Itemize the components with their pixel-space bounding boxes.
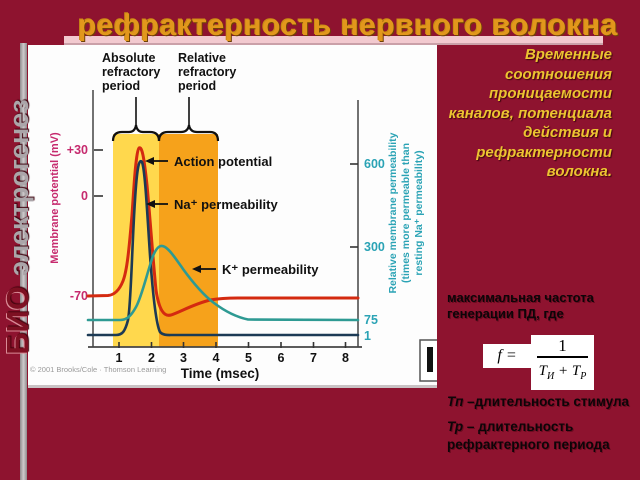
x-tick-3: 3	[180, 351, 187, 365]
k-permeability-label: K⁺ permeability	[222, 262, 319, 277]
freq-note-line: максимальная частота	[447, 290, 594, 305]
relative-refractory-band	[159, 134, 218, 347]
definition-tr-line2: рефрактерного периода	[447, 437, 610, 452]
right-tick-300: 300	[364, 240, 385, 254]
formula-fraction: 1 TИ + TР	[531, 335, 594, 390]
x-tick-5: 5	[245, 351, 252, 365]
x-tick-4: 4	[213, 351, 220, 365]
tp-text: –длительность стимула	[463, 394, 630, 409]
formula-t2: T	[571, 363, 581, 379]
formula-lhs: f =	[483, 344, 531, 368]
na-permeability-label: Na⁺ permeability	[174, 197, 278, 212]
definition-tr-line1: Тр – длительность	[447, 419, 632, 434]
x-tick-7: 7	[310, 351, 317, 365]
chart-copyright: © 2001 Brooks/Cole · Thomson Learning	[30, 365, 166, 374]
right-tick-75: 75	[364, 313, 378, 327]
action-potential-curve	[86, 146, 360, 317]
left-vertical-rule	[20, 43, 27, 480]
action-potential-label: Action potential	[174, 154, 272, 169]
refractory-chart: +30 0 -70 Membrane potential (mV) 600 30…	[30, 51, 441, 382]
membrane-potential-axis-label: Membrane potential (mV)	[49, 132, 61, 264]
absolute-label-line2: refractory	[102, 65, 160, 79]
chart-panel: +30 0 -70 Membrane potential (mV) 600 30…	[28, 45, 441, 388]
tr-symbol: Тр	[447, 419, 464, 434]
permeability-axis-label-line1: Relative membrane permeability	[387, 132, 399, 293]
caption-line: действия и	[523, 124, 612, 141]
permeability-axis-label-line3: resting Na⁺ permeability)	[413, 150, 425, 275]
formula-t1: T	[538, 363, 548, 379]
x-tick-2: 2	[148, 351, 155, 365]
x-tick-8: 8	[342, 351, 349, 365]
caption-text: Временные соотношения проницаемости кана…	[438, 45, 612, 182]
action-potential-arrowhead	[145, 157, 154, 165]
absolute-label-line3: period	[102, 79, 140, 93]
na-permeability-curve	[86, 159, 360, 337]
freq-note-line: генерации ПД, где	[447, 306, 564, 321]
permeability-axis-label-line2: (times more permeable than	[400, 143, 412, 283]
freq-note: максимальная частота генерации ПД, где	[447, 290, 625, 322]
x-tick-6: 6	[278, 351, 285, 365]
formula-sub1: И	[547, 371, 555, 382]
caption-line: соотношения	[505, 65, 612, 83]
formula-sub2: Р	[580, 371, 587, 382]
left-tick-minus70: -70	[70, 289, 88, 303]
caption-line: каналов, потенциала	[448, 104, 612, 122]
left-tick-0: 0	[81, 189, 88, 203]
formula-numerator: 1	[558, 336, 567, 355]
tr-text: – длительность	[463, 419, 574, 434]
na-permeability-arrowhead	[146, 200, 155, 208]
tp-symbol: Тп	[447, 394, 464, 409]
definition-tp: Тп –длительность стимула	[447, 394, 632, 409]
formula-plus: +	[558, 363, 569, 379]
k-permeability-arrowhead	[192, 265, 201, 273]
time-axis-label: Time (msec)	[181, 366, 260, 381]
k-permeability-curve	[86, 244, 360, 322]
relative-label-line2: refractory	[178, 65, 236, 79]
right-tick-1: 1	[364, 329, 371, 343]
bio-label: БИО	[0, 286, 35, 355]
absolute-label-line1: Absolute	[102, 51, 156, 65]
x-tick-1: 1	[116, 351, 123, 365]
caption-line: рефрактерности	[476, 143, 612, 161]
caption-line: проницаемости	[489, 85, 612, 102]
right-tick-600: 600	[364, 157, 385, 171]
fraction-bar	[537, 356, 588, 358]
caption-line: Временные	[524, 46, 612, 63]
caption-line: волокна.	[546, 163, 612, 180]
title-underline	[64, 36, 603, 45]
page-title: рефрактерность нервного волокна	[78, 9, 618, 42]
left-vertical-label: БИО электрогенез	[0, 57, 36, 397]
electrogenesis-label: электрогенез	[4, 99, 34, 277]
relative-label-line1: Relative	[178, 51, 226, 65]
left-tick-plus30: +30	[67, 143, 88, 157]
formula-denominator: TИ + TР	[531, 358, 594, 390]
media-placeholder-bar	[427, 347, 433, 372]
relative-label-line3: period	[178, 79, 216, 93]
